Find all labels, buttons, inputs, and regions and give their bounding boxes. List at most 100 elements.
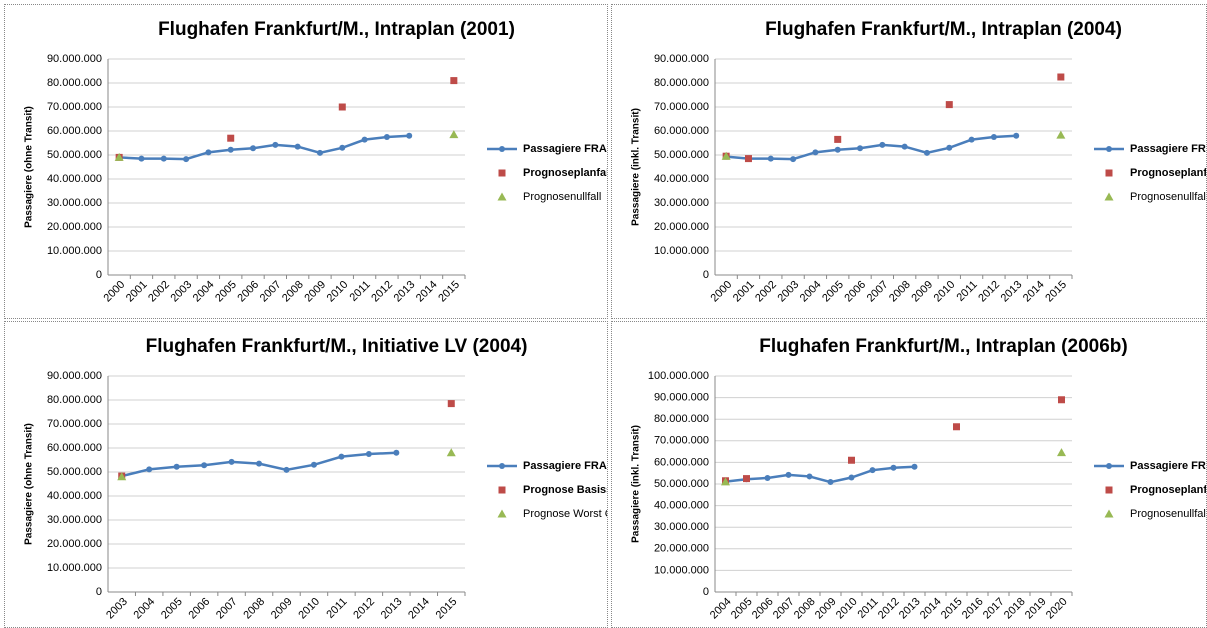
x-tick-label: 2001 bbox=[731, 279, 757, 305]
x-tick-label: 2007 bbox=[865, 279, 891, 305]
y-tick-label: 90.000.000 bbox=[654, 392, 709, 404]
y-tick-label: 30.000.000 bbox=[47, 197, 102, 209]
data-point bbox=[1057, 448, 1066, 457]
x-tick-label: 2004 bbox=[191, 279, 217, 305]
x-tick-label: 2009 bbox=[302, 279, 328, 305]
data-point bbox=[923, 149, 930, 156]
legend-symbol bbox=[497, 509, 507, 518]
data-point bbox=[1057, 73, 1065, 81]
x-tick-label: 2015 bbox=[1043, 279, 1069, 305]
chart-panel: Flughafen Frankfurt/M., Initiative LV (2… bbox=[4, 321, 608, 628]
data-point bbox=[250, 145, 257, 152]
y-tick-label: 70.000.000 bbox=[654, 435, 709, 447]
y-axis-label: Passagiere (ohne Transit) bbox=[24, 106, 35, 228]
y-tick-label: 40.000.000 bbox=[47, 173, 102, 185]
data-point bbox=[450, 77, 458, 85]
data-point bbox=[361, 136, 368, 143]
chart-title: Flughafen Frankfurt/M., Intraplan (2006b… bbox=[759, 336, 1127, 357]
chart: Flughafen Frankfurt/M., Intraplan (2001)… bbox=[24, 19, 607, 305]
x-tick-label: 2011 bbox=[324, 596, 349, 621]
data-point bbox=[968, 136, 975, 143]
data-point bbox=[812, 149, 819, 156]
y-tick-label: 30.000.000 bbox=[654, 197, 709, 209]
data-point bbox=[953, 423, 960, 431]
x-tick-label: 2005 bbox=[729, 596, 755, 622]
legend-symbol bbox=[1105, 169, 1113, 177]
data-point bbox=[1056, 130, 1066, 139]
data-point bbox=[806, 473, 813, 480]
y-tick-label: 60.000.000 bbox=[654, 125, 709, 137]
y-tick-label: 40.000.000 bbox=[654, 500, 709, 512]
data-point bbox=[146, 466, 153, 473]
x-tick-label: 2011 bbox=[855, 596, 880, 621]
x-tick-label: 2001 bbox=[124, 279, 150, 305]
x-tick-label: 2008 bbox=[887, 279, 913, 305]
y-tick-label: 80.000.000 bbox=[654, 77, 709, 89]
y-axis-label: Passagiere (inkl. Transit) bbox=[631, 425, 642, 543]
x-tick-label: 2006 bbox=[750, 596, 776, 622]
y-axis-label: Passagiere (ohne Transit) bbox=[24, 423, 35, 545]
x-tick-label: 2000 bbox=[102, 279, 128, 305]
chart: Flughafen Frankfurt/M., Intraplan (2004)… bbox=[631, 19, 1206, 305]
data-point bbox=[945, 101, 953, 109]
y-tick-label: 10.000.000 bbox=[47, 562, 102, 574]
data-point bbox=[848, 456, 855, 464]
x-tick-label: 2002 bbox=[146, 279, 172, 305]
chart-title: Flughafen Frankfurt/M., Initiative LV (2… bbox=[146, 336, 528, 357]
y-tick-label: 90.000.000 bbox=[47, 370, 102, 382]
legend-symbol bbox=[1106, 463, 1112, 469]
x-tick-label: 2016 bbox=[960, 596, 986, 622]
data-point bbox=[338, 103, 346, 111]
data-point bbox=[183, 156, 190, 163]
legend-symbol bbox=[499, 146, 505, 152]
y-tick-label: 50.000.000 bbox=[654, 478, 709, 490]
data-point bbox=[256, 460, 263, 467]
legend-label: Prognosenullfall bbox=[523, 191, 601, 203]
x-tick-label: 2015 bbox=[436, 279, 462, 305]
data-point bbox=[857, 145, 864, 152]
y-tick-label: 20.000.000 bbox=[654, 543, 709, 555]
x-tick-label: 2005 bbox=[213, 279, 239, 305]
data-point bbox=[744, 155, 752, 163]
x-tick-label: 2006 bbox=[235, 279, 261, 305]
data-point bbox=[227, 134, 235, 142]
x-tick-label: 2014 bbox=[406, 596, 432, 622]
y-axis-label: Passagiere (inkl. Transit) bbox=[631, 108, 642, 226]
chart-panel: Flughafen Frankfurt/M., Intraplan (2001)… bbox=[4, 4, 608, 319]
x-tick-label: 2007 bbox=[214, 596, 240, 622]
y-tick-label: 80.000.000 bbox=[47, 77, 102, 89]
legend-symbol bbox=[498, 486, 506, 494]
data-point bbox=[393, 449, 400, 456]
x-tick-label: 2003 bbox=[104, 596, 130, 622]
data-point bbox=[990, 134, 997, 140]
data-point bbox=[743, 475, 750, 483]
data-point bbox=[1058, 396, 1065, 404]
x-tick-label: 2013 bbox=[897, 596, 923, 622]
data-point bbox=[946, 144, 953, 151]
x-tick-label: 2004 bbox=[708, 596, 734, 622]
x-tick-label: 2011 bbox=[955, 279, 980, 304]
x-tick-label: 2010 bbox=[834, 596, 860, 622]
data-point bbox=[160, 155, 167, 162]
y-tick-label: 60.000.000 bbox=[654, 456, 709, 468]
legend-symbol bbox=[1106, 146, 1112, 152]
x-tick-label: 2006 bbox=[842, 279, 868, 305]
x-tick-label: 2005 bbox=[159, 596, 185, 622]
data-point bbox=[272, 141, 279, 148]
chart-title: Flughafen Frankfurt/M., Intraplan (2001) bbox=[158, 19, 515, 40]
legend-symbol bbox=[497, 192, 507, 201]
x-tick-label: 2015 bbox=[939, 596, 965, 622]
legend-symbol bbox=[499, 463, 505, 469]
data-point bbox=[338, 453, 345, 460]
y-tick-label: 30.000.000 bbox=[654, 521, 709, 533]
x-tick-label: 2008 bbox=[241, 596, 267, 622]
x-tick-label: 2017 bbox=[981, 596, 1007, 622]
x-tick-label: 2003 bbox=[168, 279, 194, 305]
legend-label: Prognosenullfall bbox=[1130, 508, 1206, 520]
chart-panel: Flughafen Frankfurt/M., Intraplan (2006b… bbox=[611, 321, 1207, 628]
data-point bbox=[201, 462, 208, 469]
series-line bbox=[726, 134, 1017, 161]
y-tick-label: 30.000.000 bbox=[47, 514, 102, 526]
legend-label: Prognosenullfall bbox=[1130, 191, 1206, 203]
data-point bbox=[879, 141, 886, 148]
